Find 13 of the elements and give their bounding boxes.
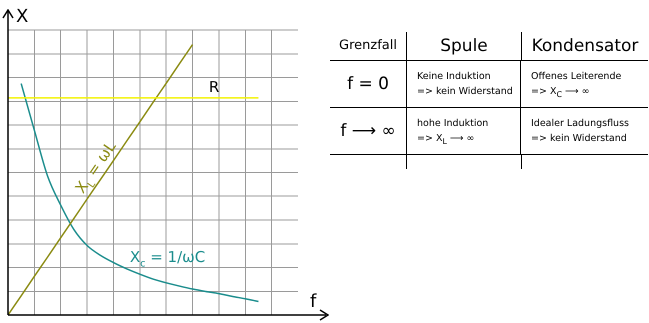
category-label: f ⟶ ∞	[340, 121, 396, 141]
series-label: R	[208, 78, 220, 96]
category-label: Kondensator	[521, 32, 648, 60]
text: Offenes Leiterende => X$_{C}$ ⟶ ∞	[531, 71, 622, 99]
text: XL = ωL	[71, 137, 120, 197]
text: hohe Induktion => X$_{L}$ ⟶ ∞	[417, 118, 488, 146]
category-label: f = 0	[347, 74, 389, 94]
text: Keine Induktion => kein Widerstand	[417, 71, 513, 97]
text: Idealer Ladungsfluss => kein Widerstand	[531, 118, 629, 144]
category-label: Grenzfall	[338, 37, 398, 55]
x-axis-title: f	[310, 291, 317, 312]
category-label: Spule	[406, 32, 521, 60]
y-axis-title: X	[16, 6, 28, 27]
